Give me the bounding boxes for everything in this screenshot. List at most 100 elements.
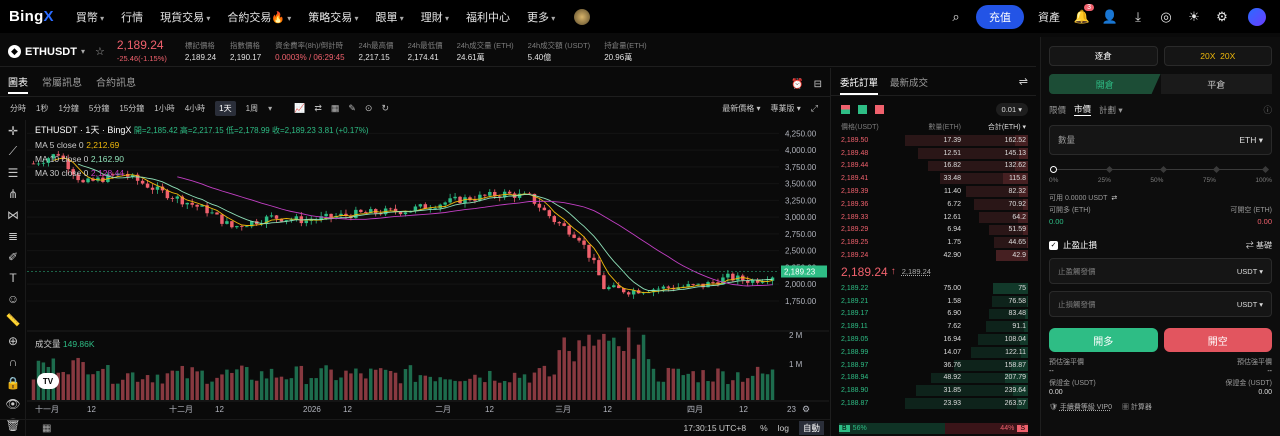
order-type-plan[interactable]: 計劃 ▾	[1099, 104, 1123, 115]
nav-item-1[interactable]: 行情	[121, 11, 144, 24]
info-icon[interactable]: ⓘ	[1263, 104, 1272, 115]
book-row[interactable]: 2,189.39 11.40 82.32	[831, 185, 1036, 198]
hlines-icon[interactable]: ☰	[7, 165, 19, 180]
book-row[interactable]: 2,189.33 12.61 64.2	[831, 211, 1036, 224]
search-icon[interactable]: ⌕	[952, 8, 960, 24]
open-position-tab[interactable]: 開倉	[1049, 74, 1161, 94]
take-profit-input[interactable]: 止盈觸發價 USDT ▾	[1049, 258, 1272, 284]
log-toggle[interactable]: log	[777, 423, 789, 433]
assets-link[interactable]: 資產	[1038, 11, 1060, 24]
book-row[interactable]: 2,188.90 31.85 239.64	[831, 384, 1036, 397]
calculator-link[interactable]: ▦ 計算器	[1121, 404, 1152, 411]
book-ask-view-icon[interactable]	[875, 104, 884, 114]
timeframe-0[interactable]: 分時	[10, 103, 26, 113]
col-total[interactable]: 合計(ETH) ▾	[987, 124, 1026, 131]
book-row[interactable]: 2,189.29 6.94 51.59	[831, 224, 1036, 237]
screenshot-icon[interactable]: ⊙	[364, 102, 373, 113]
user-icon[interactable]: 👤	[1101, 8, 1119, 24]
timeframe-1[interactable]: 1秒	[36, 103, 49, 113]
nav-item-7[interactable]: 福利中心	[466, 11, 511, 24]
leverage-selector[interactable]: 20X 20X	[1163, 46, 1272, 66]
bingx-logo[interactable]: BingX	[9, 8, 54, 25]
fee-level-link[interactable]: 🛡 手續費等級 VIP0	[1049, 404, 1112, 411]
book-both-view-icon[interactable]	[841, 104, 850, 114]
nav-item-8[interactable]: 更多	[527, 9, 555, 25]
indicator-icon[interactable]: 📈	[294, 102, 306, 113]
tab-recent-trades[interactable]: 最新成交	[890, 77, 929, 89]
order-type-market[interactable]: 市價	[1074, 104, 1092, 116]
crosshair-icon[interactable]: ✛	[7, 123, 19, 138]
book-row[interactable]: 2,188.94 48.92 207.79	[831, 372, 1036, 385]
pattern-icon[interactable]: ⋈	[7, 207, 19, 222]
alarm-icon[interactable]: ⏰	[791, 78, 804, 90]
open-long-button[interactable]: 開多	[1049, 328, 1158, 352]
stop-loss-input[interactable]: 止損觸發價 USDT ▾	[1049, 291, 1272, 317]
book-row[interactable]: 2,189.41 33.48 115.8	[831, 172, 1036, 185]
avatar[interactable]	[574, 8, 591, 25]
pair-selector[interactable]: ETHUSDT	[25, 45, 77, 58]
timeframe-4[interactable]: 15分鐘	[119, 103, 145, 113]
nav-item-5[interactable]: 跟單	[376, 9, 404, 25]
book-row[interactable]: 2,189.50 17.39 162.52	[831, 134, 1036, 147]
chart-tab-2[interactable]: 合約訊息	[96, 78, 136, 89]
quantity-input[interactable]: 數量 ETH ▾	[1049, 125, 1272, 155]
book-row[interactable]: 2,189.22 75.00 75	[831, 282, 1036, 295]
reset-icon[interactable]: ↻	[381, 102, 390, 113]
template-icon[interactable]: ▦	[330, 102, 340, 113]
unit-selector[interactable]: ETH ▾	[1239, 134, 1263, 145]
nav-item-0[interactable]: 買幣	[76, 9, 104, 25]
book-row[interactable]: 2,188.97 36.76 158.87	[831, 359, 1036, 372]
book-row[interactable]: 2,189.21 1.58 76.58	[831, 295, 1036, 308]
book-row[interactable]: 2,188.99 14.07 122.11	[831, 346, 1036, 359]
expand-panel-icon[interactable]: ⊟	[813, 78, 822, 90]
percent-toggle[interactable]: %	[760, 423, 768, 433]
transfer-icon[interactable]: ⇄	[1111, 195, 1118, 202]
book-row[interactable]: 2,189.17 6.90 83.48	[831, 308, 1036, 321]
book-row[interactable]: 2,189.36 6.72 70.92	[831, 198, 1036, 211]
order-type-limit[interactable]: 限價	[1049, 104, 1067, 115]
timeframe-5[interactable]: 1小時	[154, 103, 175, 113]
quantity-slider[interactable]	[1050, 165, 1270, 175]
download-icon[interactable]: ⤓	[1135, 8, 1141, 24]
book-row[interactable]: 2,189.44 16.82 132.62	[831, 160, 1036, 173]
chart-tab-1[interactable]: 常屬訊息	[42, 78, 82, 89]
magnet-icon[interactable]: ∩	[8, 354, 18, 369]
tab-order-book[interactable]: 委託訂單	[840, 75, 879, 95]
nav-item-3[interactable]: 合約交易🔥	[227, 9, 291, 25]
lock-icon[interactable]: 🔒	[5, 375, 21, 390]
pitchfork-icon[interactable]: ⋔	[7, 186, 19, 201]
sl-unit-selector[interactable]: USDT ▾	[1236, 299, 1263, 309]
chevron-down-icon[interactable]: ▾	[80, 47, 85, 56]
fullscreen-icon[interactable]: ⤢	[810, 102, 818, 113]
price-chart[interactable]: 4,250.00 4,000.00 3,750.00 3,500.00 3,250.00…	[27, 118, 829, 418]
ruler-icon[interactable]: 📏	[5, 312, 21, 327]
close-position-tab[interactable]: 平倉	[1160, 74, 1272, 94]
timeframe-dropdown-icon[interactable]: ▾	[268, 103, 273, 113]
price-type-selector[interactable]: 最新價格 ▾	[722, 103, 761, 113]
book-row[interactable]: 2,189.24 42.90 42.9	[831, 249, 1036, 262]
book-row[interactable]: 2,189.48 12.51 145.13	[831, 147, 1036, 160]
book-settings-icon[interactable]: ⇌	[1018, 76, 1028, 88]
fib-icon[interactable]: ≣	[7, 228, 19, 243]
bell-icon[interactable]: 🔔 3	[1074, 3, 1094, 25]
bingx-badge-icon[interactable]	[1248, 7, 1266, 26]
tp-unit-selector[interactable]: USDT ▾	[1236, 266, 1263, 276]
timeframe-8[interactable]: 1周	[245, 103, 259, 113]
tpsl-mode-toggle[interactable]: ⇄ 基礎	[1245, 240, 1272, 250]
auto-toggle[interactable]: 自動	[798, 421, 824, 435]
book-row[interactable]: 2,189.25 1.75 44.65	[831, 236, 1036, 249]
text-icon[interactable]: T	[9, 270, 17, 285]
compare-icon[interactable]: ⇄	[314, 102, 322, 113]
zoom-in-icon[interactable]: ⊕	[7, 333, 19, 348]
timeframe-6[interactable]: 4小時	[184, 103, 206, 113]
book-row[interactable]: 2,189.11 7.62 91.1	[831, 320, 1036, 333]
deposit-button[interactable]: 充值	[976, 4, 1024, 29]
margin-mode-selector[interactable]: 逐倉	[1049, 46, 1158, 66]
trash-icon[interactable]: 🗑	[5, 417, 21, 432]
theme-sun-icon[interactable]: ☀	[1188, 8, 1200, 24]
open-short-button[interactable]: 開空	[1163, 328, 1272, 352]
book-row[interactable]: 2,188.87 23.93 263.57	[831, 397, 1036, 410]
brush-icon[interactable]: ✐	[7, 249, 19, 264]
book-row[interactable]: 2,189.05 16.94 108.04	[831, 333, 1036, 346]
favorite-star-icon[interactable]: ☆	[94, 46, 105, 58]
